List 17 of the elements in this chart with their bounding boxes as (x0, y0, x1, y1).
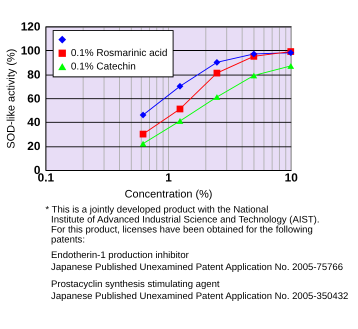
y-tick-label: 60 (27, 91, 41, 106)
y-tick-label: 20 (27, 139, 41, 154)
x-tick-label: 10 (284, 170, 298, 184)
y-tick-label: 80 (27, 67, 41, 82)
text: * This is a jointly developed product with the National Institute of Advanced Industrial Science and Technology (AIST). For this product, licenses have been obtained for the following patents: (45, 204, 320, 246)
legend-label: 0.1% Rosmarinic acid (70, 48, 168, 59)
y-axis-title: SOD-like activity (%) (5, 48, 18, 149)
x-axis-title: Concentration (%) (124, 188, 212, 201)
y-tick-label: 120 (20, 20, 41, 34)
text: Japanese Published Unexamined Patent Application No. 2005-75766 (51, 262, 344, 273)
text: Prostacyclin synthesis stimulating agent (51, 279, 220, 290)
x-tick-label: 1 (165, 170, 172, 184)
y-tick-label: 100 (20, 43, 41, 58)
text: Japanese Published Unexamined Patent Application No. 2005-350432 (51, 291, 348, 302)
legend-label: 0.1% Catechin (70, 62, 136, 73)
text: Endotherin-1 production inhibitor (51, 250, 190, 262)
y-tick-label: 40 (27, 115, 41, 130)
